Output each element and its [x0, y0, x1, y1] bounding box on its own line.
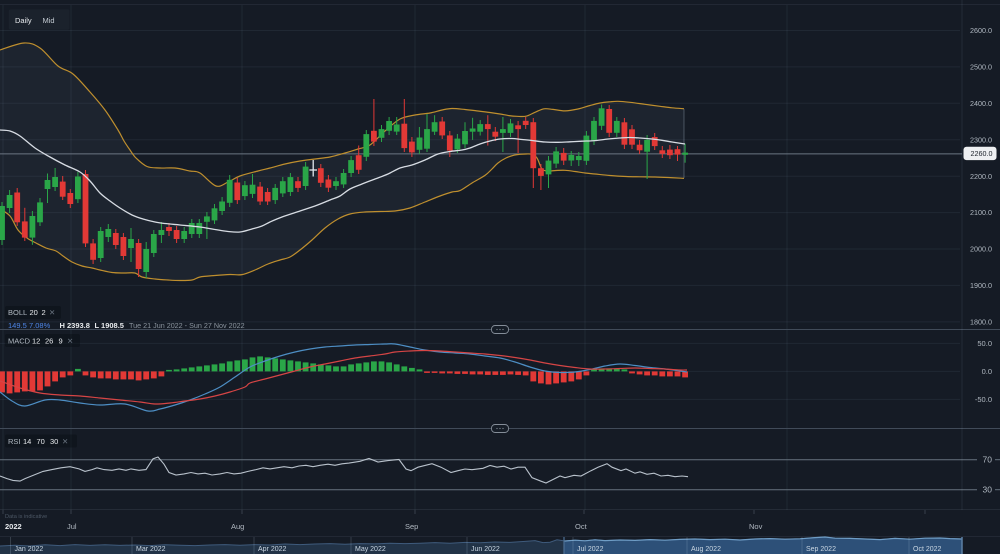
svg-text:12: 12 [32, 337, 40, 346]
svg-text:Mid: Mid [43, 16, 55, 25]
svg-text:Tue 21 Jun 2022 - Sun 27 Nov 2: Tue 21 Jun 2022 - Sun 27 Nov 2022 [129, 321, 245, 330]
svg-text:2200.0: 2200.0 [970, 172, 992, 181]
svg-text:0.0: 0.0 [982, 367, 992, 376]
svg-text:9: 9 [59, 337, 63, 346]
svg-text:2500.0: 2500.0 [970, 63, 992, 72]
svg-text:Daily: Daily [15, 16, 32, 25]
svg-text:30: 30 [50, 437, 58, 446]
svg-text:Apr 2022: Apr 2022 [258, 546, 287, 553]
svg-text:70: 70 [983, 455, 993, 465]
svg-text:30: 30 [983, 485, 993, 495]
svg-text:Oct 2022: Oct 2022 [913, 546, 942, 553]
svg-text:14: 14 [23, 437, 31, 446]
svg-text:Aug 2022: Aug 2022 [691, 546, 721, 553]
svg-text:1800.0: 1800.0 [970, 318, 992, 327]
svg-text:Aug: Aug [231, 522, 244, 531]
svg-text:H 2393.8: H 2393.8 [60, 321, 90, 330]
svg-text:Jun 2022: Jun 2022 [471, 546, 500, 553]
svg-text:2000.0: 2000.0 [970, 245, 992, 254]
svg-text:50.0: 50.0 [977, 339, 992, 348]
svg-text:✕: ✕ [62, 437, 68, 446]
svg-text:MACD: MACD [8, 337, 31, 346]
svg-text:7.08%: 7.08% [29, 321, 51, 330]
svg-text:26: 26 [45, 337, 53, 346]
svg-text:✕: ✕ [67, 337, 73, 346]
svg-text:2100.0: 2100.0 [970, 208, 992, 217]
svg-text:2: 2 [42, 308, 46, 317]
svg-text:70: 70 [37, 437, 45, 446]
svg-text:2400.0: 2400.0 [970, 99, 992, 108]
svg-text:2022: 2022 [5, 522, 22, 531]
svg-text:Nov: Nov [749, 522, 763, 531]
svg-text:-50.0: -50.0 [975, 395, 992, 404]
svg-text:Data is indicative: Data is indicative [5, 514, 47, 520]
svg-text:RSI: RSI [8, 437, 21, 446]
svg-text:Jul 2022: Jul 2022 [577, 546, 604, 553]
svg-text:2300.0: 2300.0 [970, 135, 992, 144]
svg-text:Mar 2022: Mar 2022 [136, 546, 166, 553]
svg-text:L 1908.5: L 1908.5 [95, 321, 124, 330]
svg-text:149.5: 149.5 [8, 321, 27, 330]
svg-text:Jul: Jul [67, 522, 77, 531]
svg-text:May 2022: May 2022 [355, 546, 386, 553]
svg-text:1900.0: 1900.0 [970, 281, 992, 290]
svg-text:Jan 2022: Jan 2022 [15, 546, 44, 553]
svg-text:20: 20 [30, 308, 38, 317]
svg-text:Sep 2022: Sep 2022 [806, 546, 836, 553]
svg-text:BOLL: BOLL [8, 308, 27, 317]
svg-text:Sep: Sep [405, 522, 418, 531]
svg-text:2260.0: 2260.0 [971, 149, 993, 158]
svg-text:2600.0: 2600.0 [970, 26, 992, 35]
svg-text:Oct: Oct [575, 522, 588, 531]
svg-text:✕: ✕ [49, 308, 55, 317]
